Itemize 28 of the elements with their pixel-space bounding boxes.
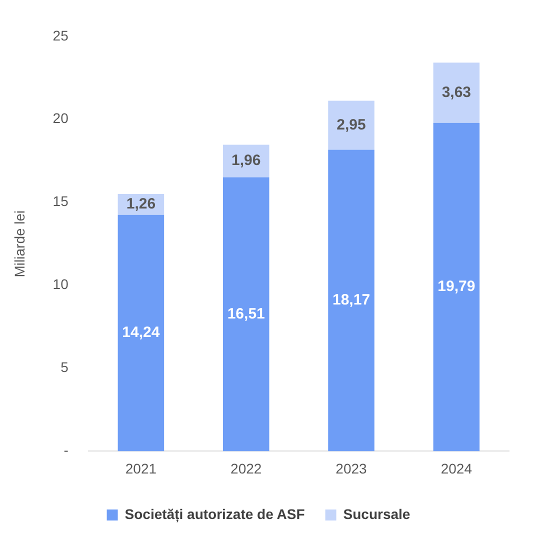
data-label: 2,95 — [336, 116, 366, 134]
data-label: 19,79 — [438, 278, 476, 296]
legend-label: Societăți autorizate de ASF — [124, 506, 306, 523]
y-tick-label: 5 — [60, 359, 69, 376]
bar — [222, 144, 270, 178]
bar — [222, 177, 270, 452]
data-label: 3,63 — [442, 84, 472, 101]
y-tick-label: 20 — [52, 110, 69, 126]
data-label: 1,26 — [126, 196, 156, 213]
y-tick-label: 15 — [52, 193, 69, 210]
data-label: 1,96 — [232, 152, 261, 170]
y-tick-label: 25 — [52, 27, 69, 44]
bar — [433, 122, 480, 452]
data-label: 18,17 — [332, 292, 370, 309]
x-tick-label: 2021 — [125, 460, 157, 476]
data-label: 16,51 — [227, 305, 265, 322]
bar — [433, 62, 480, 123]
y-tick-label: 10 — [52, 276, 69, 292]
x-tick-label: 2022 — [230, 460, 262, 476]
bar — [328, 150, 374, 452]
bar — [328, 100, 374, 150]
y-axis-title: Miliarde lei — [11, 210, 28, 278]
y-tick-label: - — [64, 442, 69, 458]
data-label: 14,24 — [122, 324, 160, 342]
x-tick-label: 2024 — [440, 460, 472, 476]
bar — [118, 214, 164, 452]
x-tick-label: 2023 — [336, 460, 368, 476]
legend-label: Sucursale — [343, 506, 410, 522]
